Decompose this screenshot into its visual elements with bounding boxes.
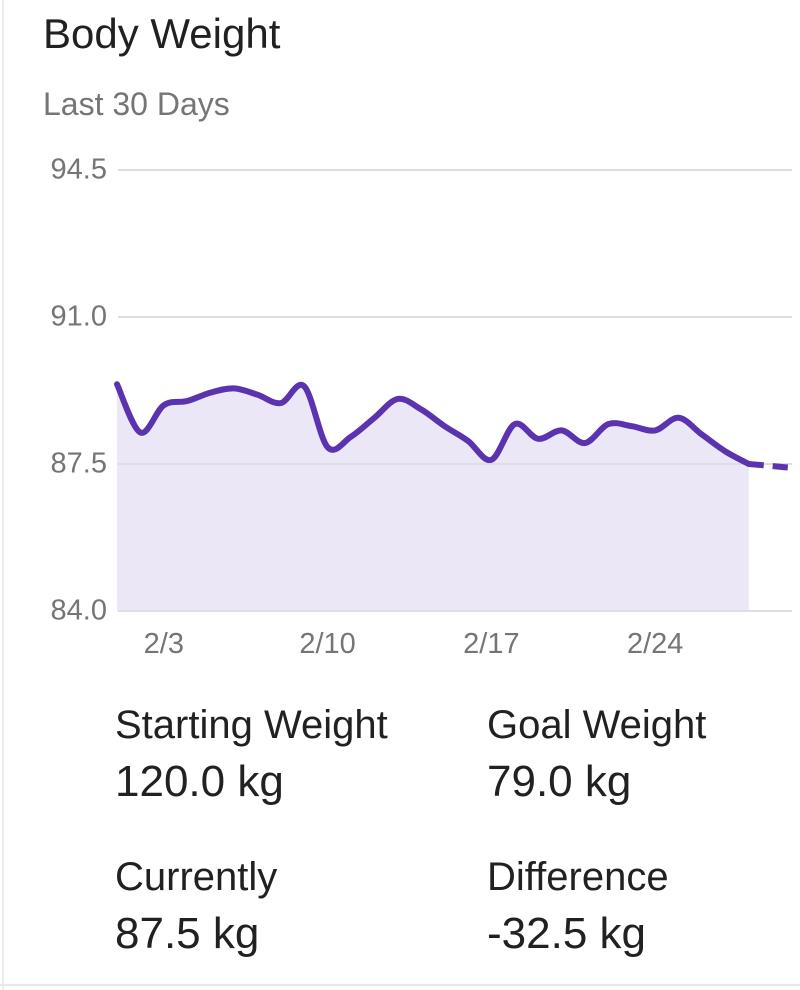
stat-label: Goal Weight: [487, 703, 707, 747]
stat-label: Starting Weight: [115, 703, 388, 747]
left-edge-divider: [2, 0, 4, 990]
bottom-divider: [0, 984, 800, 986]
stat-value: -32.5 kg: [487, 909, 646, 958]
x-axis-label: 2/10: [299, 628, 356, 660]
stat-currently: Currently 87.5 kg: [115, 854, 277, 960]
x-axis-label: 2/24: [626, 628, 684, 660]
stat-label: Difference: [487, 855, 669, 899]
stat-value: 79.0 kg: [487, 757, 632, 806]
x-axis-label: 2/3: [143, 628, 184, 660]
projection-line-dashed: [748, 461, 796, 472]
stat-difference: Difference -32.5 kg: [487, 854, 669, 960]
y-axis-label: 87.5: [50, 447, 107, 480]
weight-line: [114, 381, 752, 467]
y-axis-label: 91.0: [50, 300, 107, 333]
chart-range-label: Last 30 Days: [43, 86, 230, 122]
stat-goal-weight: Goal Weight 79.0 kg: [487, 702, 706, 808]
page-title: Body Weight: [43, 10, 281, 57]
y-axis-label: 94.5: [50, 153, 107, 186]
x-axis-label: 2/17: [463, 628, 520, 660]
stat-starting-weight: Starting Weight 120.0 kg: [115, 702, 388, 808]
stat-label: Currently: [115, 855, 278, 899]
stat-value: 87.5 kg: [115, 909, 260, 958]
y-axis-label: 84.0: [50, 594, 107, 627]
stat-value: 120.0 kg: [115, 757, 284, 806]
